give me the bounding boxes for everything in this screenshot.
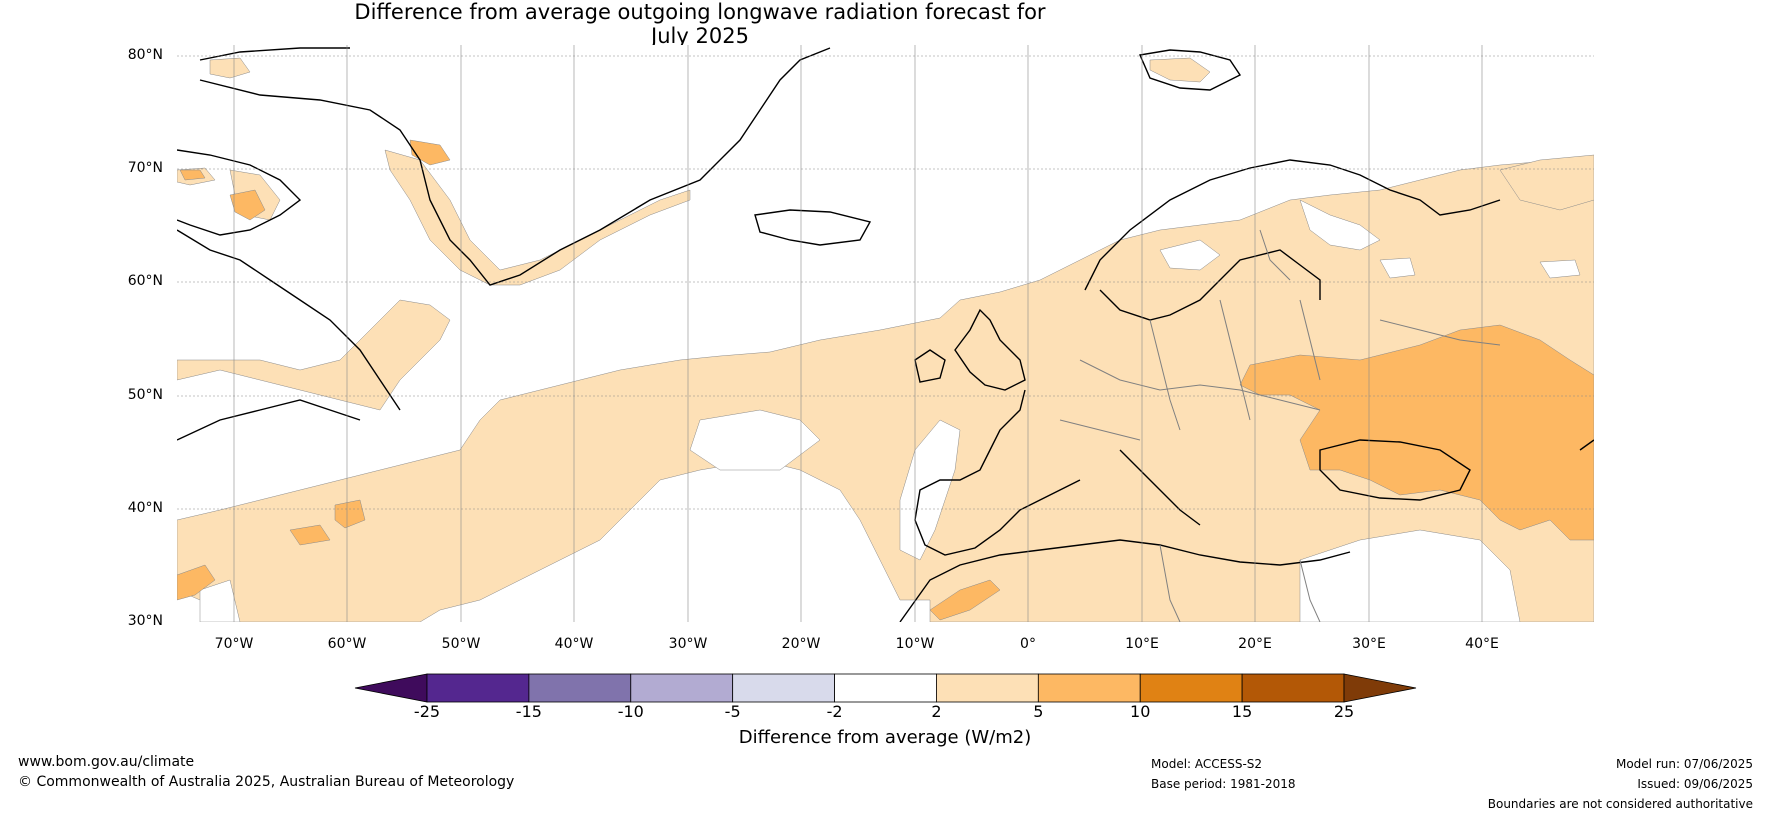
colorbar-bin (528, 673, 632, 703)
footer-model-run: Model run: 07/06/2025 (1615, 757, 1753, 771)
title-line-1: Difference from average outgoing longwav… (354, 0, 1046, 24)
lon-label-0: 0° (1020, 636, 1036, 652)
colorbar-tick-label: -25 (413, 702, 441, 721)
footer-base-period: Base period: 1981-2018 (1151, 777, 1296, 791)
lat-label-80n: 80°N (127, 47, 163, 63)
colorbar-label: Difference from average (W/m2) (738, 727, 1032, 748)
map-canvas (177, 45, 1594, 622)
lat-label-60n: 60°N (127, 273, 163, 289)
colorbar-tick-label: 5 (1033, 702, 1044, 721)
colorbar-bin (426, 673, 530, 703)
lon-label-70w: 70°W (214, 636, 254, 652)
chart-title: Difference from average outgoing longwav… (0, 0, 1400, 48)
colorbar-bin (1037, 673, 1141, 703)
footer-copyright: © Commonwealth of Australia 2025, Austra… (18, 774, 515, 790)
colorbar-bin (1241, 673, 1345, 703)
colorbar-bin (936, 673, 1039, 703)
footer-disclaimer: Boundaries are not considered authoritat… (1487, 797, 1753, 811)
anomaly-mid (177, 139, 1594, 621)
colorbar-bin (732, 673, 835, 703)
colorbar-arrow-low (354, 673, 428, 703)
country-borders (1059, 229, 1501, 622)
lon-label-50w: 50°W (441, 636, 481, 652)
forecast-map (177, 45, 1594, 622)
lat-label-40n: 40°N (127, 500, 163, 516)
colorbar-tick-label: 15 (1231, 702, 1253, 721)
graticule (177, 45, 1594, 622)
lon-label-30w: 30°W (668, 636, 708, 652)
title-line-2: July 2025 (651, 24, 749, 48)
lat-label-70n: 70°N (127, 160, 163, 176)
colorbar-tick-label: 2 (931, 702, 942, 721)
colorbar-tick-label: -15 (515, 702, 542, 721)
colorbar (354, 673, 1417, 703)
lon-label-40e: 40°E (1465, 636, 1499, 652)
colorbar-tick-label: -10 (617, 702, 644, 721)
colorbar-tick-label: 25 (1333, 702, 1355, 721)
footer-model: Model: ACCESS-S2 (1151, 757, 1263, 771)
lat-label-30n: 30°N (127, 613, 163, 629)
footer-website: www.bom.gov.au/climate (18, 754, 195, 770)
lon-label-30e: 30°E (1352, 636, 1386, 652)
footer-issued: Issued: 09/06/2025 (1637, 777, 1753, 791)
lon-label-60w: 60°W (327, 636, 367, 652)
lat-label-50n: 50°N (127, 387, 163, 403)
colorbar-tick-label: -5 (724, 702, 741, 721)
colorbar-arrow-high (1343, 673, 1417, 703)
colorbar-bin (630, 673, 734, 703)
colorbar-bin (1139, 673, 1243, 703)
lon-label-10w: 10°W (895, 636, 935, 652)
colorbar-bin (834, 673, 937, 703)
lon-label-20e: 20°E (1238, 636, 1272, 652)
colorbar-tick-label: 10 (1130, 702, 1151, 721)
lon-label-10e: 10°E (1125, 636, 1159, 652)
colorbar-tick-label: -2 (826, 702, 843, 721)
lon-label-20w: 20°W (781, 636, 821, 652)
lon-label-40w: 40°W (554, 636, 594, 652)
